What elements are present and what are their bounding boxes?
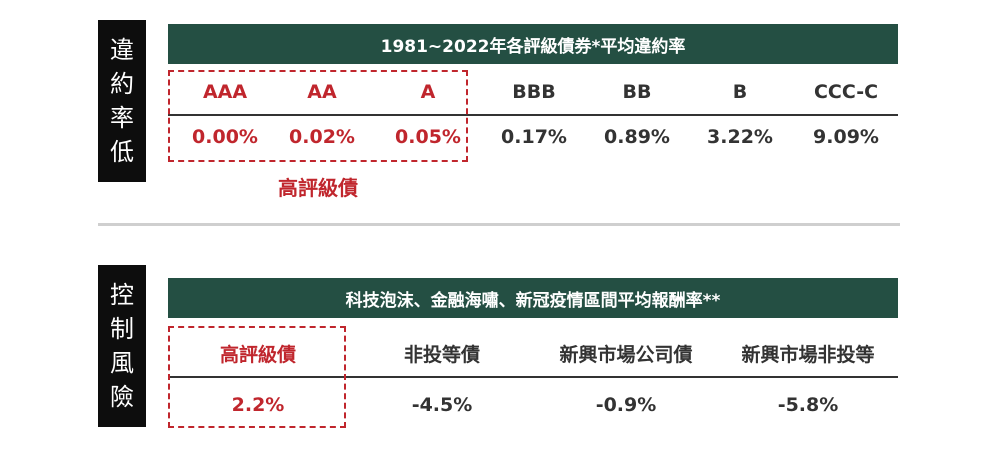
table-divider <box>168 114 898 116</box>
return-high-grade: 2.2% <box>231 394 285 416</box>
default-rate-bbb: 0.17% <box>501 126 567 148</box>
high-grade-group-label: 高評級債 <box>278 176 358 200</box>
return-em-high-yield: -5.8% <box>777 394 839 416</box>
side-label-char: 風 <box>110 349 134 377</box>
high-grade-highlight-box <box>168 326 346 428</box>
side-label-char: 約 <box>110 70 134 98</box>
default-rate-a: 0.05% <box>395 126 461 148</box>
category-header-high-yield: 非投等債 <box>403 344 480 366</box>
rating-header-bbb: BBB <box>512 81 556 103</box>
side-label-char: 違 <box>110 36 134 64</box>
section-separator <box>98 223 900 226</box>
rating-header-ccc-c: CCC-C <box>813 81 879 103</box>
default-rate-aaa: 0.00% <box>192 126 258 148</box>
default-rate-b: 3.22% <box>707 126 773 148</box>
return-em-corporate: -0.9% <box>595 394 657 416</box>
side-label-char: 控 <box>110 281 134 309</box>
category-header-em-corporate: 新興市場公司債 <box>559 344 693 366</box>
side-label-char: 制 <box>110 315 134 343</box>
side-label-default-rate: 違 約 率 低 <box>98 20 146 182</box>
default-rate-aa: 0.02% <box>289 126 355 148</box>
category-header-high-grade: 高評級債 <box>219 344 296 366</box>
rating-header-aa: AA <box>307 81 337 103</box>
rating-header-bb: BB <box>622 81 652 103</box>
side-label-char: 率 <box>110 104 134 132</box>
rating-header-a: A <box>420 81 436 103</box>
default-rate-ccc-c: 9.09% <box>813 126 879 148</box>
default-rate-title-banner: 1981~2022年各評級債券*平均違約率 <box>168 24 898 64</box>
rating-header-aaa: AAA <box>202 81 248 103</box>
side-label-char: 低 <box>110 138 134 166</box>
table-divider <box>168 376 898 378</box>
crisis-return-title-banner: 科技泡沫、金融海嘯、新冠疫情區間平均報酬率** <box>168 278 898 318</box>
default-rate-bb: 0.89% <box>604 126 670 148</box>
side-label-char: 險 <box>110 383 134 411</box>
category-header-em-high-yield: 新興市場非投等 <box>741 344 875 366</box>
return-high-yield: -4.5% <box>411 394 473 416</box>
high-grade-highlight-box <box>168 70 468 162</box>
side-label-risk-control: 控 制 風 險 <box>98 265 146 427</box>
rating-header-b: B <box>732 81 748 103</box>
